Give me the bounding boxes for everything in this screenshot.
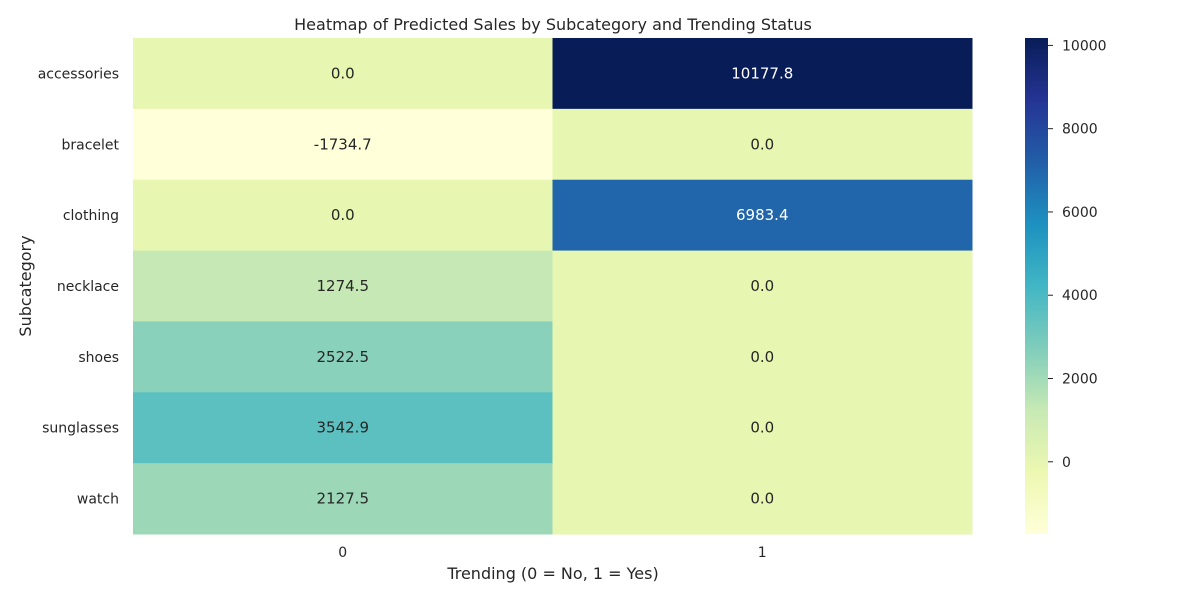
colorbar-tick-label: 4000 (1062, 288, 1098, 304)
heatmap-cell (133, 321, 553, 393)
heatmap-cell (552, 108, 973, 181)
x-tick-label: 1 (758, 545, 767, 561)
colorbar-ticks: 0 2000 4000 6000 8000 10000 (1048, 38, 1107, 471)
heatmap-cell (133, 108, 553, 181)
chart-title: Heatmap of Predicted Sales by Subcategor… (294, 15, 812, 34)
cell-value-label: 1274.5 (317, 277, 370, 295)
cell-value-label: 0.0 (750, 348, 774, 366)
y-tick-label: shoes (78, 350, 119, 366)
y-tick-labels: accessories bracelet clothing necklace shoes… (38, 66, 120, 507)
heatmap-cell (552, 179, 973, 252)
y-tick-label: sunglasses (42, 421, 119, 437)
colorbar-tick-label: 8000 (1062, 122, 1098, 138)
heatmap-cell (552, 250, 973, 322)
cell-value-label: 0.0 (750, 419, 774, 437)
y-tick-label: clothing (63, 208, 119, 224)
y-tick-label: necklace (57, 279, 119, 295)
cell-value-label: 2127.5 (317, 490, 370, 508)
cell-value-label: 0.0 (750, 490, 774, 508)
heatmap-cell (133, 38, 553, 110)
colorbar-tick-label: 0 (1062, 455, 1071, 471)
y-axis-label: Subcategory (16, 235, 35, 336)
heatmap-cell (133, 392, 553, 464)
cell-value-label: 0.0 (331, 64, 355, 82)
heatmap-cell (552, 38, 973, 110)
x-axis-label: Trending (0 = No, 1 = Yes) (446, 564, 658, 583)
colorbar-tick-label: 10000 (1062, 38, 1107, 54)
heatmap-cell (133, 463, 553, 535)
cell-value-label: 0.0 (750, 135, 774, 153)
heatmap-cell (552, 392, 973, 464)
cell-value-label: 3542.9 (317, 419, 370, 437)
y-tick-label: accessories (38, 66, 119, 82)
heatmap-cell (552, 321, 973, 393)
cell-value-label: 10177.8 (731, 64, 793, 82)
colorbar-tick-label: 2000 (1062, 371, 1098, 387)
heatmap-cell (133, 250, 553, 322)
heatmap-cells: 0.0 10177.8 -1734.7 0.0 0.0 6983.4 1274.5 0.0 25… (133, 38, 973, 535)
cell-value-label: 0.0 (331, 206, 355, 224)
colorbar (1025, 38, 1048, 534)
heatmap-cell (552, 463, 973, 535)
x-tick-label: 0 (338, 545, 347, 561)
colorbar-tick-label: 6000 (1062, 205, 1098, 221)
cell-value-label: 2522.5 (317, 348, 370, 366)
heatmap-cell (133, 179, 553, 252)
cell-value-label: -1734.7 (314, 135, 372, 153)
y-tick-label: bracelet (61, 137, 119, 153)
cell-value-label: 6983.4 (736, 206, 789, 224)
cell-value-label: 0.0 (750, 277, 774, 295)
y-tick-label: watch (77, 492, 119, 508)
